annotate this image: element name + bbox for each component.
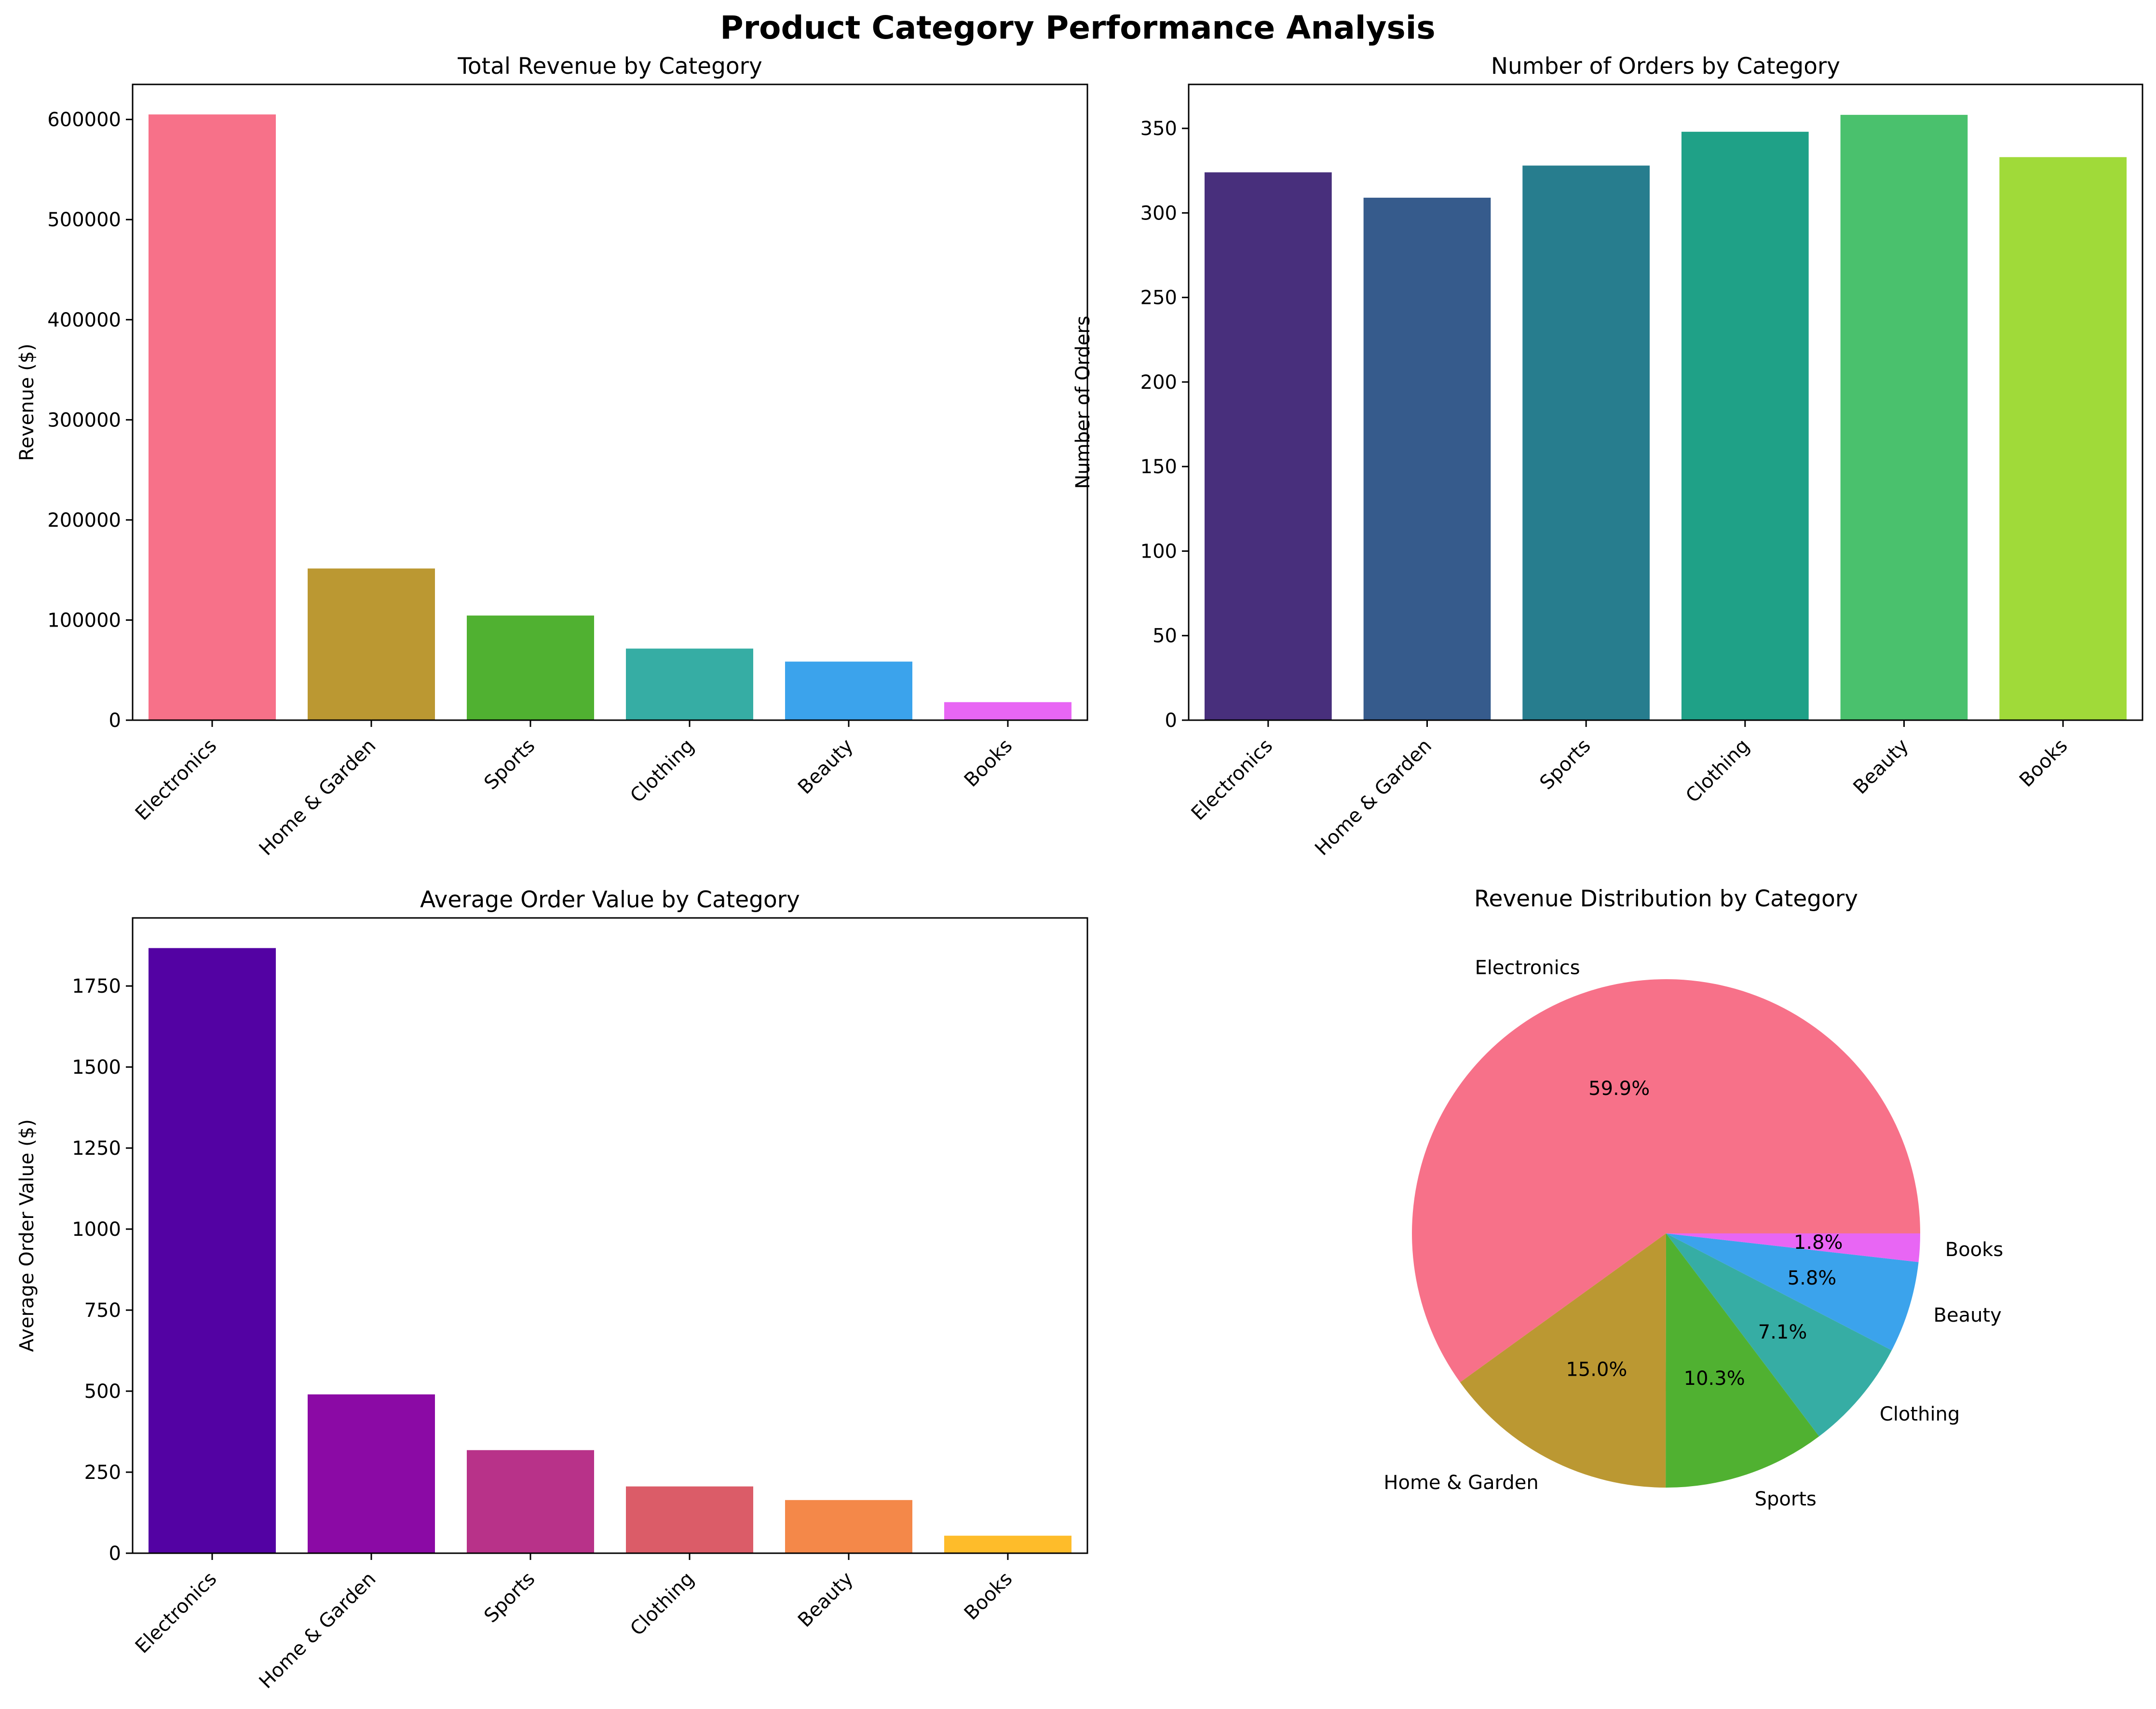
y-tick-label: 200 — [1140, 371, 1177, 394]
chart-title: Number of Orders by Category — [1491, 53, 1840, 80]
bar-home-and-garden — [308, 1394, 435, 1553]
pie-label: Books — [1945, 1239, 2003, 1261]
y-tick-label: 250 — [84, 1462, 121, 1484]
bar-beauty — [1840, 115, 1968, 721]
pie-label: Electronics — [1475, 957, 1580, 979]
pie-pct-label: 10.3% — [1684, 1367, 1745, 1390]
revenue-bar-chart: 0 100000 200000 300000 400000 500000 600000 Ele… — [16, 53, 1088, 860]
pie-slice-beauty — [1666, 1233, 1919, 1351]
bar-clothing — [626, 648, 753, 720]
y-tick-label: 250 — [1140, 287, 1177, 309]
chart-title: Total Revenue by Category — [457, 53, 762, 80]
axes-frame — [132, 917, 1088, 1554]
x-tick-label: Home & Garden — [255, 735, 380, 860]
chart-title: Revenue Distribution by Category — [1474, 886, 1858, 912]
y-tick-label: 1500 — [72, 1056, 121, 1079]
bar-sports — [467, 615, 594, 720]
bar-beauty — [785, 1500, 912, 1553]
pie-label: Home & Garden — [1383, 1472, 1538, 1494]
x-tick-label: Clothing — [626, 1568, 698, 1640]
y-tick-label: 50 — [1153, 625, 1177, 647]
y-tick-label: 200000 — [47, 509, 121, 532]
pie-pct-label: 1.8% — [1794, 1231, 1843, 1254]
bar-electronics — [149, 114, 276, 721]
pie-pct-label: 15.0% — [1566, 1358, 1627, 1381]
pie-label: Sports — [1755, 1488, 1817, 1510]
y-tick-label: 300 — [1140, 202, 1177, 224]
x-tick-label: Electronics — [131, 735, 221, 825]
chart-title: Average Order Value by Category — [420, 887, 800, 913]
y-tick-label: 1250 — [72, 1137, 121, 1160]
y-tick-label: 1000 — [72, 1218, 121, 1241]
x-tick-label: Sports — [480, 735, 539, 794]
y-tick-label: 100 — [1140, 540, 1177, 562]
bar-sports — [1522, 165, 1650, 720]
bar-home-and-garden — [1363, 197, 1491, 720]
y-tick-label: 600000 — [47, 109, 121, 131]
pie-slice-clothing — [1666, 1233, 1892, 1436]
y-tick-label: 750 — [84, 1299, 121, 1322]
avg-order-value-bar-chart: 0 250 500 750 1000 1250 1500 1750 Electronics Hom… — [16, 887, 1088, 1693]
x-tick-label: Sports — [480, 1568, 539, 1627]
x-tick-label: Clothing — [1681, 735, 1754, 807]
x-tick-label: Clothing — [626, 735, 698, 807]
x-tick-label: Electronics — [1187, 735, 1277, 825]
y-axis-label: Revenue ($) — [16, 343, 38, 461]
bar-books — [1999, 157, 2127, 720]
pie-pct-label: 59.9% — [1588, 1078, 1650, 1100]
y-tick-label: 400000 — [47, 309, 121, 331]
x-tick-label: Beauty — [794, 735, 857, 798]
y-tick-label: 100000 — [47, 609, 121, 631]
bar-books — [944, 702, 1071, 720]
figure-title: Product Category Performance Analysis — [720, 9, 1435, 46]
pie-pct-label: 5.8% — [1788, 1267, 1837, 1289]
pie-label: Beauty — [1934, 1304, 2002, 1326]
bar-beauty — [785, 661, 912, 720]
x-tick-label: Electronics — [131, 1568, 221, 1658]
x-tick-label: Sports — [1535, 735, 1595, 794]
orders-bar-chart: 0 50 100 150 200 250 300 350 Electronics Home & G… — [1072, 53, 2143, 860]
axes-frame — [1188, 83, 2143, 721]
y-axis-label: Number of Orders — [1072, 315, 1094, 489]
y-tick-label: 1750 — [72, 975, 121, 998]
x-tick-label: Beauty — [794, 1568, 857, 1631]
bar-electronics — [1204, 172, 1332, 720]
y-tick-label: 300000 — [47, 409, 121, 431]
x-tick-label: Home & Garden — [1311, 735, 1436, 860]
bar-clothing — [1681, 132, 1809, 720]
y-tick-label: 350 — [1140, 118, 1177, 140]
x-tick-label: Books — [960, 1568, 1017, 1625]
y-tick-label: 500 — [84, 1381, 121, 1403]
revenue-pie-chart: Electronics 59.9% Home & Garden 15.0% Sports… — [1383, 886, 2003, 1510]
x-tick-label: Books — [2015, 735, 2072, 792]
bar-home-and-garden — [308, 568, 435, 720]
x-tick-label: Home & Garden — [255, 1568, 380, 1693]
pie-slice-books — [1666, 1233, 1920, 1262]
bar-electronics — [149, 948, 276, 1553]
y-axis-label: Average Order Value ($) — [16, 1119, 38, 1352]
pie-slice-sports — [1666, 1233, 1819, 1488]
pie-slice-home-and-garden — [1460, 1233, 1666, 1488]
y-tick-label: 0 — [109, 1543, 121, 1565]
y-tick-label: 0 — [109, 710, 121, 732]
bar-clothing — [626, 1486, 753, 1553]
x-tick-label: Beauty — [1849, 735, 1913, 798]
y-tick-label: 500000 — [47, 209, 121, 231]
y-tick-label: 150 — [1140, 456, 1177, 478]
axes-frame — [132, 83, 1088, 721]
y-tick-label: 0 — [1165, 710, 1177, 732]
pie-label: Clothing — [1880, 1403, 1960, 1425]
pie-pct-label: 7.1% — [1758, 1321, 1807, 1343]
pie-slice-electronics — [1412, 979, 1920, 1382]
x-tick-label: Books — [960, 735, 1017, 792]
bar-sports — [467, 1450, 594, 1553]
bar-books — [944, 1535, 1071, 1553]
